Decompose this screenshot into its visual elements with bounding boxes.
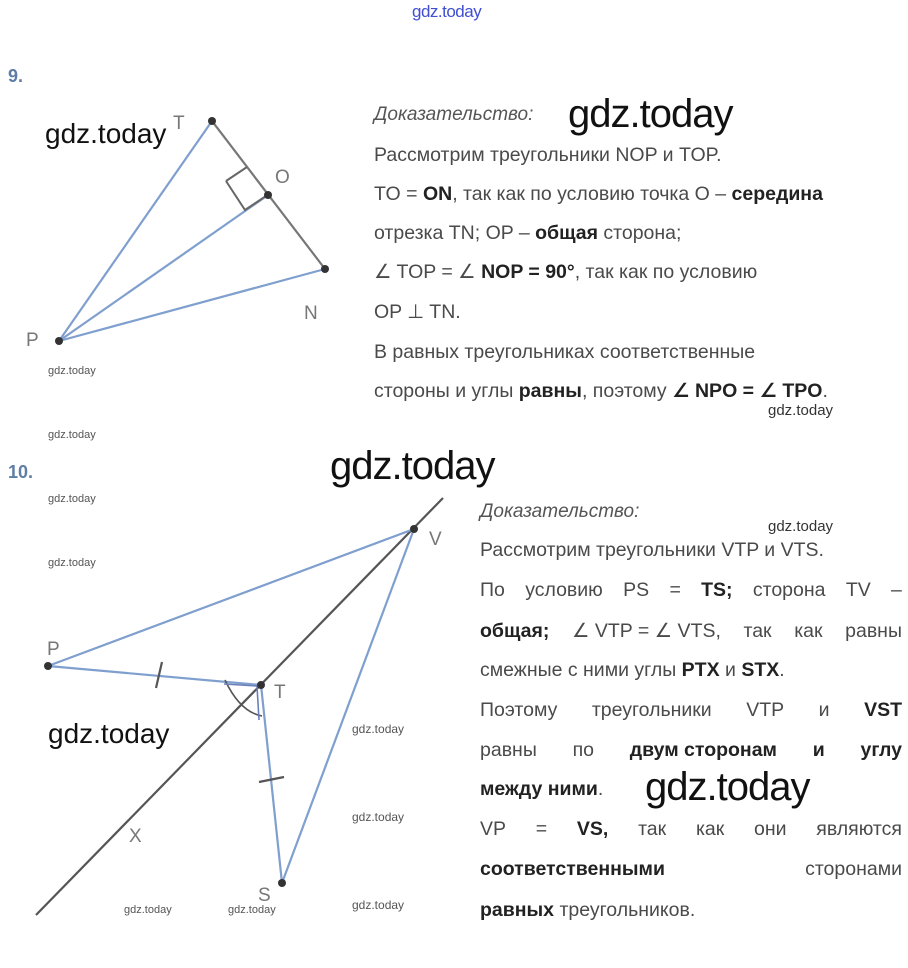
point-T	[257, 681, 265, 689]
problem9-figure: T O N P	[26, 113, 329, 351]
proof10-line-4: смежные с ними углы PTX и STX.	[480, 659, 785, 681]
line-XV	[35, 497, 444, 916]
label-O: O	[275, 167, 290, 188]
point-N	[321, 265, 329, 273]
proof10-line-2: По условию PS = TS; сторона TV –	[480, 579, 902, 601]
segment-TS	[259, 684, 284, 884]
proof10-line-6: равны по двум сторонам и углу	[480, 739, 902, 761]
point-O	[264, 191, 272, 199]
watermark-small: gdz.today	[352, 898, 405, 912]
problem-number: 10.	[8, 462, 34, 482]
right-angle-mark	[225, 180, 267, 212]
segment-PV	[47, 527, 415, 668]
watermark-small: gdz.today	[48, 493, 96, 505]
point-V	[410, 525, 418, 533]
watermark-small: gdz.today	[124, 904, 172, 916]
watermark-large: gdz.today	[568, 92, 733, 136]
watermark-small: gdz.today	[768, 518, 834, 535]
segment-PO	[58, 194, 269, 342]
watermark-large: gdz.today	[330, 444, 495, 488]
watermark-small: gdz.today	[228, 904, 276, 916]
proof9-line-1: Рассмотрим треугольники NOP и TOP.	[374, 144, 722, 166]
watermark-small: gdz.today	[48, 557, 96, 569]
proof-label: Доказательство:	[374, 104, 534, 125]
tick-TS	[258, 775, 285, 784]
point-P	[44, 662, 52, 670]
proof9-line-4: ∠ TOP = ∠ NOP = 90°, так как по условию	[374, 261, 758, 283]
label-S: S	[258, 885, 271, 906]
label-T: T	[173, 113, 185, 134]
proof10-line-5: Поэтому треугольники VTP и VST	[480, 699, 902, 721]
angle-mark-T	[223, 683, 260, 721]
proof9-line-3: отрезка TN; OP – общая сторона;	[374, 222, 682, 244]
segment-PT	[47, 664, 262, 687]
proof10-line-7: между ними.	[480, 778, 604, 800]
problem10-figure: V P T X S	[35, 497, 444, 916]
proof10-line-8: VP = VS, так как они являются	[480, 818, 902, 840]
segment-PN	[58, 267, 326, 343]
watermark-top: gdz.today	[412, 2, 482, 21]
watermark-small: gdz.today	[48, 429, 96, 441]
point-P	[55, 337, 63, 345]
watermark-medium: gdz.today	[48, 718, 170, 749]
proof10-line-1: Рассмотрим треугольники VTP и VTS.	[480, 539, 824, 561]
segment-PT	[58, 120, 213, 342]
label-N: N	[304, 303, 318, 324]
proof-label: Доказательство:	[480, 501, 640, 522]
watermark-small: gdz.today	[352, 722, 405, 736]
tick-PT	[154, 661, 164, 689]
proof10-line-10: равных треугольников.	[480, 899, 696, 921]
proof9-line-6: В равных треугольниках соответственные	[374, 341, 756, 363]
point-T	[208, 117, 216, 125]
watermark-large: gdz.today	[645, 765, 810, 809]
point-S	[278, 879, 286, 887]
proof10-line-3: общая; ∠ VTP = ∠ VTS, так как равны	[480, 620, 902, 642]
watermark-small: gdz.today	[48, 365, 96, 377]
proof10-line-9: соответственными сторонами	[480, 858, 902, 880]
label-P: P	[26, 330, 39, 351]
watermark-small: gdz.today	[768, 402, 834, 419]
watermark-medium: gdz.today	[45, 118, 167, 149]
segment-SV	[280, 528, 416, 884]
label-P: P	[47, 639, 60, 660]
label-V: V	[429, 529, 442, 550]
proof9-line-7: стороны и углы равны, поэтому ∠ NPO = ∠ …	[374, 380, 828, 402]
label-T: T	[274, 682, 286, 703]
watermark-small: gdz.today	[352, 810, 405, 824]
proof9-line-5: OP ⊥ TN.	[374, 301, 461, 323]
problem-number: 9.	[8, 66, 24, 86]
label-X: X	[129, 826, 142, 847]
proof9-line-2: TO = ON, так как по условию точка O – се…	[374, 183, 823, 205]
